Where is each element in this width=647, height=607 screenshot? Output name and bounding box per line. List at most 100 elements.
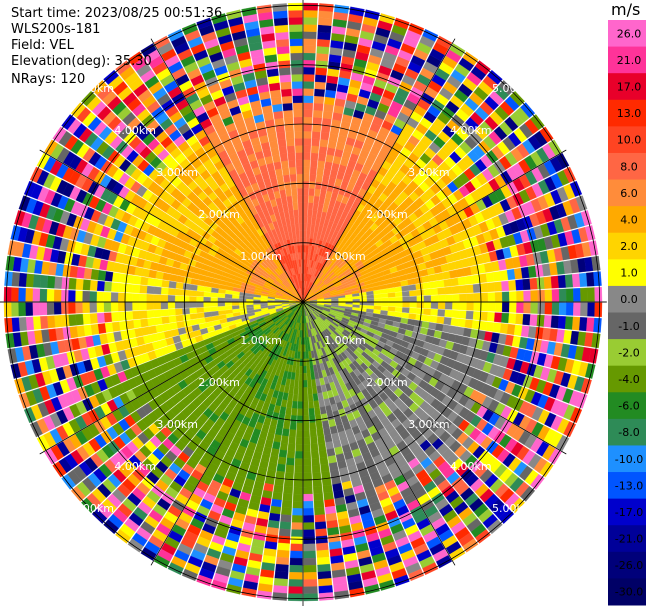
gate-cell [282,167,290,176]
gate-cell [176,321,185,329]
gate-cell [287,152,296,161]
gate-cell [310,152,319,161]
gate-cell [314,188,321,197]
gate-cell [39,288,48,302]
gate-cell [285,407,292,416]
gate-cell [146,294,154,302]
gate-cell [573,288,581,302]
gate-cell [409,307,417,314]
gate-cell [373,297,382,302]
gate-cell [277,413,286,422]
gate-cell [103,312,112,323]
gate-cell [309,166,317,175]
gate-cell [486,282,496,292]
gate-cell [492,271,502,282]
gate-cell [487,302,496,312]
gate-cell [181,302,190,309]
gate-cell [224,302,233,307]
gate-cell [499,270,509,281]
gate-cell [153,302,161,310]
gate-cell [400,279,409,287]
gate-cell [594,302,603,318]
gate-cell [294,216,299,225]
gate-cell [516,302,524,314]
gate-cell [293,472,303,481]
gate-cell [147,277,156,287]
gate-cell [279,153,288,162]
gate-cell [167,288,176,296]
gate-cell [290,536,303,545]
gate-cell [315,421,323,430]
gate-cell [238,301,247,306]
gate-cell [423,308,432,316]
gate-cell [131,302,140,311]
gate-cell [306,372,312,381]
gate-cell [288,436,296,445]
gate-cell [421,275,430,283]
gate-cell [283,116,294,126]
gate-cell [294,379,299,388]
gate-cell [4,317,13,333]
gate-cell [291,522,303,530]
gate-cell [293,209,299,218]
gate-cell [217,297,225,302]
gate-cell [286,450,295,459]
gate-cell [580,302,588,317]
gate-cell [281,500,293,509]
gate-cell [231,302,240,306]
gate-cell [472,311,481,321]
gate-cell [381,302,389,307]
gate-cell [303,38,317,47]
gate-cell [293,479,303,488]
gate-cell [103,302,112,313]
gate-cell [231,294,240,299]
gate-cell [394,291,403,298]
gate-cell [131,293,140,302]
gate-cell [318,442,327,451]
gate-cell [306,223,312,232]
gate-cell [132,319,142,329]
gate-cell [544,289,553,302]
gate-cell [303,116,313,125]
gate-cell [565,302,574,316]
gate-cell [412,270,422,279]
gate-cell [291,515,303,523]
gate-cell [479,282,489,293]
gate-cell [314,81,326,90]
gate-cell [238,304,247,309]
gate-cell [210,287,219,294]
gate-cell [324,434,333,443]
gate-cell [297,394,303,402]
gate-cell [345,301,353,305]
gate-cell [60,289,69,302]
gate-cell [184,270,194,279]
gate-cell [316,167,324,176]
gate-cell [318,3,334,12]
gate-cell [387,287,396,294]
gate-cell [4,271,13,287]
gate-cell [272,154,281,163]
gate-cell [290,415,297,424]
gate-cell [288,386,295,395]
gate-cell [435,272,444,281]
gate-cell [175,282,184,290]
gate-cell [313,195,320,204]
gate-cell [394,306,403,313]
gate-cell [82,290,90,302]
gate-cell [309,180,316,189]
gate-cell [303,529,315,538]
gate-cell [271,96,282,106]
gate-cell [96,280,105,292]
gate-cell [303,216,308,224]
gate-cell [295,444,303,452]
gate-cell [25,302,33,316]
gate-cell [276,549,290,559]
gate-cell [139,293,147,302]
gate-cell [318,399,326,408]
gate-cell [46,315,56,329]
gate-cell [189,313,198,320]
gate-cell [189,284,198,291]
gate-cell [558,288,567,302]
gate-cell [292,393,299,402]
